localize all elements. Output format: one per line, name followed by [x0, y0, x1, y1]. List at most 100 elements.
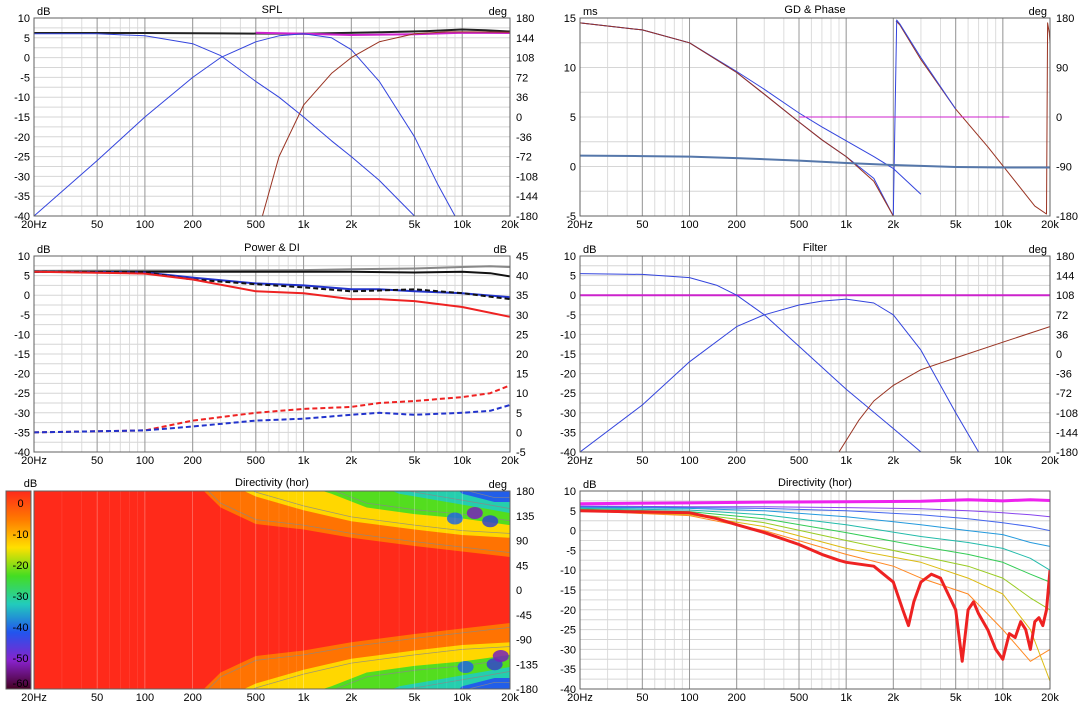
y-tick-label: 0 [570, 526, 576, 538]
right-axis-unit: deg [1029, 244, 1047, 256]
series-line-1 [255, 31, 510, 36]
x-tick-label: 20k [1041, 692, 1059, 704]
y-tick-label: -30 [560, 408, 576, 420]
y2-tick-label: 135 [516, 511, 534, 523]
y-tick-label: -15 [560, 349, 576, 361]
x-tick-label: 1k [298, 219, 310, 231]
x-tick-label: 50 [636, 455, 648, 467]
x-tick-label: 1k [298, 455, 310, 467]
series-group [580, 19, 1050, 216]
y-tick-label: 0 [24, 290, 30, 302]
y-tick-label: -40 [560, 684, 576, 696]
x-tick-label: 100 [136, 219, 154, 231]
x-tick-label: 200 [183, 455, 201, 467]
plot-border [579, 17, 1051, 217]
y2-tick-label: 45 [516, 251, 528, 263]
colorbar-tick-label: -40 [13, 622, 29, 634]
x-tick-label: 1k [840, 219, 852, 231]
y-tick-label: -5 [566, 211, 576, 223]
right-axis-unit: deg [489, 6, 507, 18]
right-axis-unit: dB [494, 244, 507, 256]
colorbar-tick-label: 0 [17, 498, 23, 510]
series-line-2 [580, 22, 894, 216]
x-tick-label: 500 [790, 692, 808, 704]
y-tick-label: 10 [564, 63, 576, 75]
series-line-3 [34, 33, 456, 216]
y-tick-label: -30 [14, 408, 30, 420]
y2-tick-label: 144 [516, 33, 534, 45]
chart-title: Directivity (hor) [235, 477, 309, 489]
x-tick-label: 10k [994, 692, 1012, 704]
y2-tick-label: 108 [1056, 290, 1074, 302]
x-tick-label: 2k [346, 455, 358, 467]
x-tick-label: 5k [950, 692, 962, 704]
y2-tick-label: -90 [1056, 162, 1072, 174]
y2-tick-label: 180 [516, 13, 534, 25]
series-line-9 [580, 509, 1050, 663]
series-line-1 [580, 273, 922, 452]
y-tick-label: -20 [560, 605, 576, 617]
series-line-0 [34, 28, 510, 35]
chart-title: Directivity (hor) [778, 477, 852, 489]
y-tick-label: -10 [14, 92, 30, 104]
x-tick-label: 100 [136, 455, 154, 467]
y2-tick-label: 144 [1056, 271, 1074, 283]
y2-tick-label: -144 [516, 191, 538, 203]
series-line-4 [261, 31, 510, 216]
y2-tick-label: -135 [516, 659, 538, 671]
y-tick-label: -40 [14, 447, 30, 459]
y-tick-label: -35 [560, 664, 576, 676]
series-line-6 [580, 154, 1050, 169]
plot-border [33, 255, 511, 453]
series-line-1 [34, 270, 510, 278]
y-tick-label: 5 [24, 33, 30, 45]
y-tick-label: -20 [14, 369, 30, 381]
x-tick-label: 2k [346, 692, 358, 704]
y2-tick-label: 0 [516, 585, 522, 597]
y-tick-label: 0 [570, 290, 576, 302]
y-tick-label: -10 [560, 565, 576, 577]
x-tick-label: 10k [453, 455, 471, 467]
y2-tick-label: -108 [1056, 408, 1078, 420]
x-tick-label: 1k [840, 692, 852, 704]
y-tick-label: -35 [14, 191, 30, 203]
series-line-3 [838, 326, 1050, 452]
y-tick-label: -10 [560, 329, 576, 341]
y-tick-label: -10 [14, 329, 30, 341]
series-line-3 [580, 507, 1050, 547]
heatmap-spot-4 [446, 512, 463, 525]
y2-tick-label: -180 [516, 211, 538, 223]
x-tick-label: 200 [727, 692, 745, 704]
x-tick-label: 20Hz [567, 219, 593, 231]
y2-tick-label: 36 [516, 92, 528, 104]
heatmap-spot-0 [482, 515, 499, 528]
y-tick-label: 10 [564, 251, 576, 263]
left-axis-unit: dB [37, 244, 50, 256]
panel-directivity-map: Directivity (hor) deg 20Hz 50 100 200 500 1k 2k 5… [5, 477, 538, 704]
y-tick-label: -40 [560, 447, 576, 459]
heatmap-field [34, 491, 510, 689]
y2-tick-label: 0 [1056, 349, 1062, 361]
x-tick-label: 50 [91, 692, 103, 704]
y2-tick-label: 30 [516, 310, 528, 322]
y2-tick-label: 5 [516, 408, 522, 420]
y2-tick-label: -108 [516, 171, 538, 183]
y-tick-label: -20 [560, 369, 576, 381]
y2-tick-label: 15 [516, 369, 528, 381]
x-tick-label: 2k [888, 692, 900, 704]
x-tick-label: 50 [91, 455, 103, 467]
x-tick-label: 200 [183, 219, 201, 231]
chart-title: SPL [262, 4, 283, 16]
y2-tick-label: 0 [516, 427, 522, 439]
y2-tick-label: -5 [516, 447, 526, 459]
y-tick-label: -15 [14, 349, 30, 361]
y2-tick-label: -72 [1056, 388, 1072, 400]
x-tick-label: 20Hz [21, 219, 47, 231]
x-tick-label: 100 [680, 455, 698, 467]
y2-tick-label: -144 [1056, 427, 1078, 439]
y-tick-label: -15 [14, 112, 30, 124]
series-line-4 [580, 507, 1050, 571]
plot-border [33, 490, 511, 690]
